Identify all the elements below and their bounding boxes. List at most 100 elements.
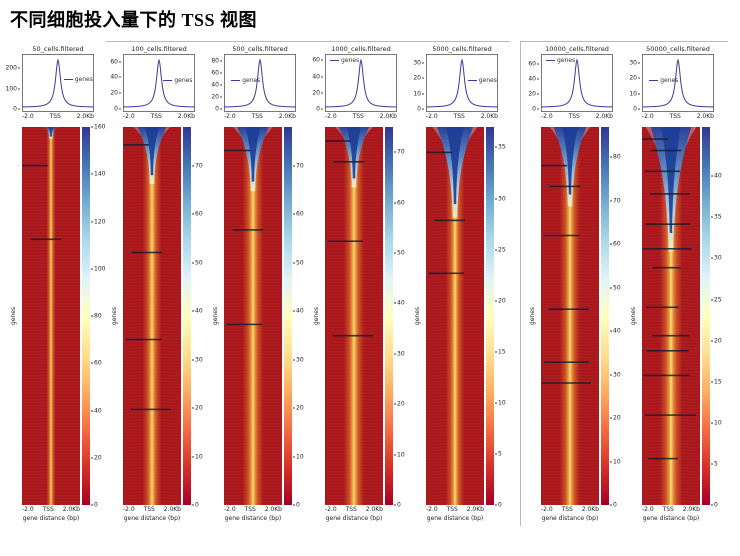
profile-x-tick-label: -2.0 (642, 113, 654, 120)
colorbar-tick-label: 80 (91, 313, 102, 320)
colorbar-tick-label: 20 (91, 454, 102, 461)
heatmap-x-tick-label: 2.0Kb (365, 506, 383, 513)
colorbar-tick-labels: 0 10 20 30 40 50 60 70 (293, 127, 307, 508)
heatmap-x-tick-label: TSS (42, 506, 54, 513)
tss-panel: 5000_cells.filtered genes 0 10 20 30 -2.0 TS… (412, 44, 509, 523)
colorbar-tick-labels: 0 10 20 30 40 50 60 70 (192, 127, 206, 508)
profile-line-chart (22, 54, 94, 112)
profile-x-tick-label: -2.0 (541, 113, 553, 120)
profile-plot-frame (123, 54, 195, 112)
profile-y-tick-label: 0 (13, 106, 20, 113)
profile-plot-frame (642, 54, 714, 112)
profile-y-tick-label: 0 (532, 106, 539, 113)
colorbar-tick-label: 30 (293, 356, 304, 363)
profile-y-tick-label: 0 (316, 106, 323, 113)
profile-line-chart (123, 54, 195, 112)
colorbar-tick-label: 30 (192, 356, 203, 363)
colorbar-tick-label: 10 (495, 399, 506, 406)
profile-y-tick-label: 60 (110, 58, 121, 65)
profile-x-tick-label: TSS (251, 113, 263, 120)
colorbar (284, 127, 292, 505)
colorbar-tick-label: 5 (495, 450, 502, 457)
profile-y-tick-label: 30 (413, 60, 424, 67)
heatmap-x-axis-label: gene distance (bp) (426, 515, 484, 522)
colorbar-tick-label: 40 (91, 407, 102, 414)
colorbar-tick-label: 0 (91, 502, 98, 509)
colorbar-tick-label: 20 (293, 405, 304, 412)
profile-title: 100_cells.filtered (131, 45, 187, 53)
profile-x-axis: -2.0 TSS 2.0Kb (325, 112, 397, 121)
heatmap-x-tick-label: -2.0 (642, 506, 654, 513)
heatmap-x-axis-label: gene distance (bp) (325, 515, 383, 522)
colorbar-tick-labels: 0 5 10 15 20 25 30 35 40 (711, 127, 725, 509)
colorbar-tick-label: 10 (394, 451, 405, 458)
heatmap-x-axis: -2.0 TSS 2.0Kb (123, 506, 181, 514)
colorbar-tick-label: 30 (711, 255, 722, 262)
profile-y-tick-label: 40 (211, 81, 222, 88)
colorbar-tick-label: 70 (293, 162, 304, 169)
profile-y-tick-label: 0 (633, 106, 640, 113)
tss-heatmap (123, 127, 181, 505)
profile-x-tick-label: TSS (453, 113, 465, 120)
profile-x-tick-label: 2.0Kb (278, 113, 296, 120)
profile-x-tick-label: -2.0 (325, 113, 337, 120)
colorbar-tick-label: 30 (394, 350, 405, 357)
heatmap-row: genes 0 10 20 30 40 50 60 70 (311, 127, 408, 509)
colorbar-tick-label: 0 (394, 502, 401, 509)
heatmap-x-axis-label: gene distance (bp) (642, 515, 700, 522)
colorbar-tick-label: 0 (293, 502, 300, 509)
colorbar-tick-label: 50 (192, 259, 203, 266)
tss-panel: 500_cells.filtered genes 0 20 40 60 80 -2.0 T… (210, 44, 307, 523)
profile-line-chart (426, 54, 498, 112)
profile-legend: genes (163, 77, 192, 84)
profile-y-tick-label: 20 (312, 89, 323, 96)
profile-x-tick-label: 2.0Kb (595, 113, 613, 120)
profile-y-tick-label: 100 (6, 85, 20, 92)
tss-heatmap (541, 127, 599, 505)
heatmap-x-axis: -2.0 TSS 2.0Kb (22, 506, 80, 514)
legend-label: genes (74, 76, 93, 84)
heatmap-x-axis-label: gene distance (bp) (224, 515, 282, 522)
colorbar-tick-label: 60 (91, 360, 102, 367)
profile-y-tick-label: 20 (528, 90, 539, 97)
profile-x-tick-label: 2.0Kb (480, 113, 498, 120)
heatmap-row: genes 0 10 20 30 40 50 60 70 (210, 127, 307, 509)
heatmap-x-tick-label: TSS (143, 506, 155, 513)
colorbar (183, 127, 191, 505)
profile-x-axis: -2.0 TSS 2.0Kb (541, 112, 613, 121)
heatmap-x-axis-label: gene distance (bp) (541, 515, 599, 522)
profile-plot: genes 0 20 40 60 (110, 54, 195, 113)
colorbar (82, 127, 90, 505)
heatmap-y-axis-label: genes (630, 306, 637, 326)
profile-x-tick-label: -2.0 (224, 113, 236, 120)
heatmap-y-axis-label: genes (414, 306, 421, 326)
colorbar-tick-label: 40 (711, 173, 722, 180)
heatmap-x-axis: -2.0 TSS 2.0Kb (642, 506, 700, 514)
profile-title: 500_cells.filtered (232, 45, 288, 53)
profile-plot: genes 0 10 20 30 (629, 54, 714, 113)
profile-y-tick-label: 200 (6, 65, 20, 72)
heatmap-y-axis-label: genes (10, 306, 17, 326)
panels-container: 50_cells.filtered genes 0 100 200 -2.0 TSS 2… (6, 41, 740, 526)
tss-panel: 100_cells.filtered genes 0 20 40 60 -2.0 TSS… (109, 44, 206, 523)
colorbar-tick-label: 20 (711, 337, 722, 344)
tss-panel: 50000_cells.filtered genes 0 10 20 30 -2.0 T… (628, 44, 725, 523)
heatmap-y-axis-label: genes (529, 306, 536, 326)
colorbar-tick-label: 120 (91, 218, 105, 225)
colorbar-tick-label: 50 (610, 284, 621, 291)
heatmap-x-tick-label: 2.0Kb (163, 506, 181, 513)
colorbar-tick-label: 60 (394, 199, 405, 206)
colorbar-tick-labels: 0 10 20 30 40 50 60 70 80 (610, 127, 624, 509)
heatmap-y-axis-label: genes (111, 306, 118, 326)
profile-x-axis: -2.0 TSS 2.0Kb (642, 112, 714, 121)
legend-line-swatch (330, 60, 340, 62)
profile-plot-frame (325, 54, 397, 112)
profile-x-tick-label: TSS (49, 113, 61, 120)
colorbar-tick-label: 0 (495, 502, 502, 509)
heatmap-x-axis: -2.0 TSS 2.0Kb (541, 506, 599, 514)
profile-x-tick-label: 2.0Kb (379, 113, 397, 120)
colorbar-tick-label: 60 (192, 211, 203, 218)
colorbar-tick-label: 0 (610, 502, 617, 509)
colorbar (601, 127, 609, 505)
heatmap-x-axis-label: gene distance (bp) (123, 515, 181, 522)
